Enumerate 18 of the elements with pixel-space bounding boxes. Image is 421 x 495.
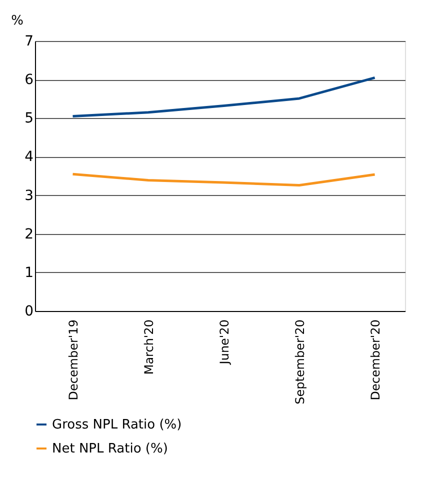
- y-tick-label: 5: [24, 110, 34, 127]
- y-tick-label: 0: [24, 304, 34, 320]
- line-series: [72, 172, 376, 187]
- y-tick-label: 7: [24, 34, 34, 50]
- y-tick-label: 6: [24, 72, 34, 88]
- x-tick-label: December'19: [66, 320, 80, 400]
- y-tick-label: 4: [24, 149, 34, 166]
- x-tick-label: June'20: [217, 320, 232, 366]
- legend-label: Gross NPL Ratio (%): [52, 418, 182, 432]
- y-tick-label: 3: [24, 188, 34, 204]
- line-series: [72, 76, 376, 118]
- x-tick-label: March'20: [142, 320, 156, 375]
- y-tick-label: 1: [24, 264, 34, 281]
- y-tick-label: 2: [24, 226, 34, 242]
- x-tick-label: December'20: [368, 320, 382, 400]
- y-axis-title: %: [11, 14, 24, 28]
- x-tick-label: September'20: [292, 320, 307, 404]
- legend-label: Net NPL Ratio (%): [52, 442, 168, 456]
